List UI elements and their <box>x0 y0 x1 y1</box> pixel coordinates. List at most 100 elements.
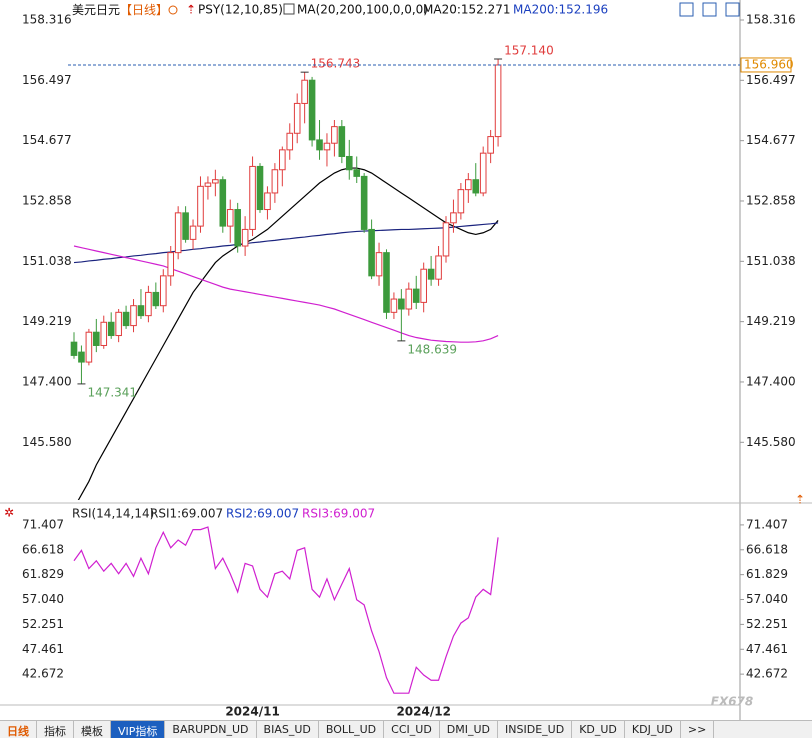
series-line <box>73 526 499 694</box>
legend-entry: RSI3:69.007 <box>302 507 375 521</box>
candle-body <box>212 179 219 184</box>
psy: PSY(12,10,85) <box>198 3 283 17</box>
button[interactable] <box>679 2 694 17</box>
candle-body <box>494 64 502 138</box>
candle-body <box>159 275 167 307</box>
candle-body <box>78 351 85 363</box>
candle-body <box>279 149 286 171</box>
plot <box>70 58 502 500</box>
tab[interactable]: 指标 <box>37 721 74 738</box>
candle-body <box>398 298 405 310</box>
candle-body <box>427 268 435 280</box>
candle-body <box>107 321 115 337</box>
candle-body <box>420 268 427 303</box>
annotation: 156.743 <box>311 57 361 71</box>
y-tick-label: 71.407 <box>746 517 788 531</box>
icon[interactable] <box>283 3 295 15</box>
y-tick-label: 47.461 <box>746 642 788 656</box>
legend-entry: RSI2:69.007 <box>226 507 299 521</box>
y-tick-label: 52.251 <box>746 617 788 631</box>
candle-body <box>122 311 130 327</box>
candle-body <box>167 252 175 277</box>
candle-body <box>308 79 316 141</box>
candle-body <box>412 288 420 303</box>
tab[interactable]: VIP指标 <box>111 721 166 738</box>
candle-body <box>390 298 398 313</box>
chart: 美元日元【日线】 ⇡ PSY(12,10,85) MA(20,200,100,0… <box>0 0 812 720</box>
y-tick-label: 145.580 <box>22 435 72 449</box>
y-tick-label: 57.040 <box>746 592 788 606</box>
candle-body <box>264 192 271 211</box>
candle-body <box>383 252 390 313</box>
candle-body <box>457 189 465 214</box>
panel-title: RSI(14,14,14) <box>72 507 154 521</box>
plot <box>73 526 499 694</box>
y-tick-label: 66.618 <box>746 542 788 556</box>
tab[interactable]: CCI_UD <box>384 721 440 738</box>
y-tick-label: 151.038 <box>746 254 796 268</box>
ma-params: MA(20,200,100,0,0,0) <box>297 3 428 17</box>
y-tick-label: 158.316 <box>22 13 72 27</box>
icon: ⇡ <box>795 493 805 507</box>
y-tick-label: 156.497 <box>746 73 796 87</box>
candle-body <box>115 311 122 337</box>
y-tick-label: 156.497 <box>22 73 72 87</box>
tab[interactable]: INSIDE_UD <box>498 721 573 738</box>
ma20-label: MA20:152.271 <box>423 3 511 17</box>
tab[interactable]: BARUPDN_UD <box>165 721 257 738</box>
y-tick-label: 149.219 <box>746 314 796 328</box>
ma200-label: MA200:152.196 <box>513 3 608 17</box>
tab[interactable]: >> <box>681 721 715 738</box>
candle-body <box>256 165 264 211</box>
candle-body <box>323 142 331 151</box>
x-tick-label: 2024/12 <box>396 705 450 719</box>
candle-body <box>145 291 152 317</box>
tab[interactable]: BIAS_UD <box>257 721 319 738</box>
annotation: 147.341 <box>87 385 137 399</box>
button[interactable] <box>702 2 717 17</box>
y-tick-label: 42.672 <box>746 667 788 681</box>
x-tick-label: 2024/11 <box>225 705 279 719</box>
icon: ⇡ <box>186 3 196 17</box>
period: 【日线】 <box>120 3 168 17</box>
symbol: 美元日元 <box>72 3 120 17</box>
y-tick-label: 42.672 <box>22 667 64 681</box>
y-tick-label: 147.400 <box>746 374 796 388</box>
candle-body <box>301 79 308 104</box>
toolbar <box>679 2 740 17</box>
candle-body <box>241 228 249 247</box>
candle-body <box>472 179 480 194</box>
y-tick-label: 152.858 <box>22 193 72 207</box>
y-tick-label: 61.829 <box>746 567 788 581</box>
button[interactable] <box>725 2 740 17</box>
candle-body <box>182 212 189 240</box>
candle-body <box>226 209 234 227</box>
y-tick-label: 152.858 <box>746 193 796 207</box>
candle-body <box>219 179 227 227</box>
candle-body <box>435 255 442 280</box>
icon: ✲ <box>4 506 14 520</box>
candle-body <box>249 165 256 230</box>
tab[interactable]: BOLL_UD <box>319 721 385 738</box>
candle-body <box>137 305 145 317</box>
tab[interactable]: KD_UD <box>572 721 625 738</box>
y-tick-label: 154.677 <box>746 133 796 147</box>
tab[interactable]: 模板 <box>74 721 111 738</box>
y-tick-label: 149.219 <box>22 314 72 328</box>
candle-body <box>353 169 361 177</box>
candle-body <box>405 288 413 310</box>
series-line <box>73 222 499 264</box>
candle-body <box>338 126 346 157</box>
icon[interactable] <box>168 5 178 15</box>
candle-body <box>234 209 241 247</box>
tab[interactable]: 日线 <box>0 721 37 738</box>
tab[interactable]: DMI_UD <box>440 721 499 738</box>
tab[interactable]: KDJ_UD <box>625 721 681 738</box>
candle-body <box>189 225 197 240</box>
candle-body <box>197 185 204 227</box>
candle-body <box>286 132 294 151</box>
candle-body <box>331 126 338 144</box>
y-tick-label: 47.461 <box>22 642 64 656</box>
